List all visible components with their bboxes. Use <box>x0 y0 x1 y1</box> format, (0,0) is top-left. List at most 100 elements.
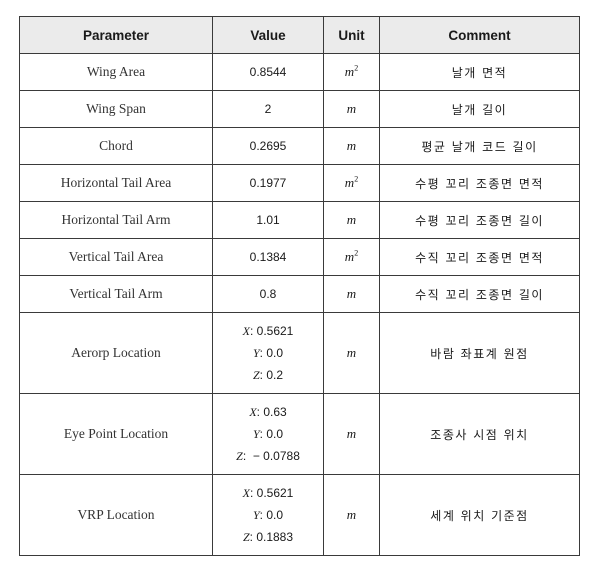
coordinate-value: 0.0 <box>266 427 284 441</box>
comment-cell: 조종사 시점 위치 <box>379 393 580 475</box>
axis-label: X <box>242 324 250 338</box>
unit-exponent: 2 <box>354 174 359 184</box>
comment-cell: 수직 꼬리 조종면 면적 <box>379 238 580 276</box>
unit-cell: m2 <box>323 53 380 91</box>
unit-cell: m <box>323 90 380 128</box>
table-row: Wing Span 2 m 날개 길이 <box>19 90 580 128</box>
value-cell: 0.1977 <box>212 164 324 202</box>
coordinate-line: Z: 0.1883 <box>213 526 323 548</box>
table-row: VRP Location X: 0.5621 Y: 0.0 Z: 0.1883 m 세계 … <box>19 474 580 556</box>
comment-cell: 평균 날개 코드 길이 <box>379 127 580 165</box>
table-row: Wing Area 0.8544 m2 날개 면적 <box>19 53 580 91</box>
comment-cell: 세계 위치 기준점 <box>379 474 580 556</box>
axis-label: Z <box>236 449 243 463</box>
table-row: Aerorp Location X: 0.5621 Y: 0.0 Z: 0.2 m 바람 … <box>19 312 580 394</box>
axis-separator: : <box>249 324 257 338</box>
unit-symbol: m <box>346 426 357 441</box>
parameter-cell: Horizontal Tail Area <box>19 164 213 202</box>
coordinate-line: X: 0.63 <box>213 401 323 423</box>
axis-separator: : <box>242 449 253 463</box>
axis-label: Y <box>252 346 260 360</box>
unit-cell: m2 <box>323 164 380 202</box>
unit-cell: m <box>323 393 380 475</box>
unit-symbol: m <box>344 175 355 190</box>
unit-symbol: m <box>346 212 357 227</box>
coordinate-value: 0.1883 <box>256 530 294 544</box>
table-row: Chord 0.2695 m 평균 날개 코드 길이 <box>19 127 580 165</box>
parameter-cell: Chord <box>19 127 213 165</box>
parameter-cell: Wing Area <box>19 53 213 91</box>
comment-cell: 수평 꼬리 조종면 길이 <box>379 201 580 239</box>
table-row: Horizontal Tail Arm 1.01 m 수평 꼬리 조종면 길이 <box>19 201 580 239</box>
unit-symbol: m <box>346 138 357 153</box>
unit-exponent: 2 <box>354 248 359 258</box>
comment-cell: 수평 꼬리 조종면 면적 <box>379 164 580 202</box>
table-row: Vertical Tail Arm 0.8 m 수직 꼬리 조종면 길이 <box>19 275 580 313</box>
coordinate-value: 0.0 <box>266 346 284 360</box>
header-value: Value <box>212 16 324 54</box>
parameter-table: Parameter Value Unit Comment Wing Area 0.… <box>19 16 580 556</box>
comment-cell: 날개 면적 <box>379 53 580 91</box>
value-cell: 1.01 <box>212 201 324 239</box>
coordinate-line: Y: 0.0 <box>213 504 323 526</box>
coordinate-line: Z: 0.2 <box>213 364 323 386</box>
coordinate-line: Z: − 0.0788 <box>213 445 323 467</box>
value-cell: 0.8 <box>212 275 324 313</box>
comment-cell: 바람 좌표계 원점 <box>379 312 580 394</box>
parameter-cell: Vertical Tail Area <box>19 238 213 276</box>
axis-separator: : <box>259 368 267 382</box>
unit-cell: m <box>323 201 380 239</box>
parameter-cell: Wing Span <box>19 90 213 128</box>
unit-cell: m <box>323 474 380 556</box>
axis-label: X <box>242 486 250 500</box>
unit-cell: m <box>323 312 380 394</box>
value-cell: 0.8544 <box>212 53 324 91</box>
header-comment: Comment <box>379 16 580 54</box>
value-cell: 0.1384 <box>212 238 324 276</box>
coordinate-value: − 0.0788 <box>252 449 300 463</box>
header-unit: Unit <box>323 16 380 54</box>
parameter-cell: Eye Point Location <box>19 393 213 475</box>
coordinate-line: X: 0.5621 <box>213 320 323 342</box>
coordinate-value: 0.5621 <box>256 486 294 500</box>
parameter-cell: Aerorp Location <box>19 312 213 394</box>
unit-cell: m2 <box>323 238 380 276</box>
axis-separator: : <box>249 530 257 544</box>
table-row: Horizontal Tail Area 0.1977 m2 수평 꼬리 조종면 면적 <box>19 164 580 202</box>
axis-label: X <box>249 405 257 419</box>
unit-exponent: 2 <box>354 63 359 73</box>
parameter-cell: VRP Location <box>19 474 213 556</box>
axis-separator: : <box>259 346 267 360</box>
coordinate-line: Y: 0.0 <box>213 342 323 364</box>
value-cell: 0.2695 <box>212 127 324 165</box>
parameter-cell: Vertical Tail Arm <box>19 275 213 313</box>
value-cell: 2 <box>212 90 324 128</box>
unit-symbol: m <box>346 507 357 522</box>
value-cell: X: 0.5621 Y: 0.0 Z: 0.1883 <box>212 474 324 556</box>
value-cell: X: 0.5621 Y: 0.0 Z: 0.2 <box>212 312 324 394</box>
coordinate-value: 0.63 <box>263 405 287 419</box>
axis-label: Y <box>252 508 260 522</box>
unit-symbol: m <box>344 249 355 264</box>
unit-symbol: m <box>346 101 357 116</box>
coordinate-value: 0.2 <box>266 368 284 382</box>
axis-label: Z <box>252 368 260 382</box>
unit-cell: m <box>323 275 380 313</box>
axis-separator: : <box>249 486 257 500</box>
parameter-cell: Horizontal Tail Arm <box>19 201 213 239</box>
coordinate-value: 0.0 <box>266 508 284 522</box>
coordinate-line: Y: 0.0 <box>213 423 323 445</box>
header-parameter: Parameter <box>19 16 213 54</box>
unit-symbol: m <box>346 345 357 360</box>
axis-separator: : <box>259 427 267 441</box>
table-row: Eye Point Location X: 0.63 Y: 0.0 Z: − 0.07… <box>19 393 580 475</box>
axis-separator: : <box>256 405 264 419</box>
unit-symbol: m <box>344 64 355 79</box>
axis-separator: : <box>259 508 267 522</box>
unit-symbol: m <box>346 286 357 301</box>
coordinate-value: 0.5621 <box>256 324 294 338</box>
coordinate-line: X: 0.5621 <box>213 482 323 504</box>
axis-label: Y <box>252 427 260 441</box>
unit-cell: m <box>323 127 380 165</box>
table-header-row: Parameter Value Unit Comment <box>19 16 580 54</box>
